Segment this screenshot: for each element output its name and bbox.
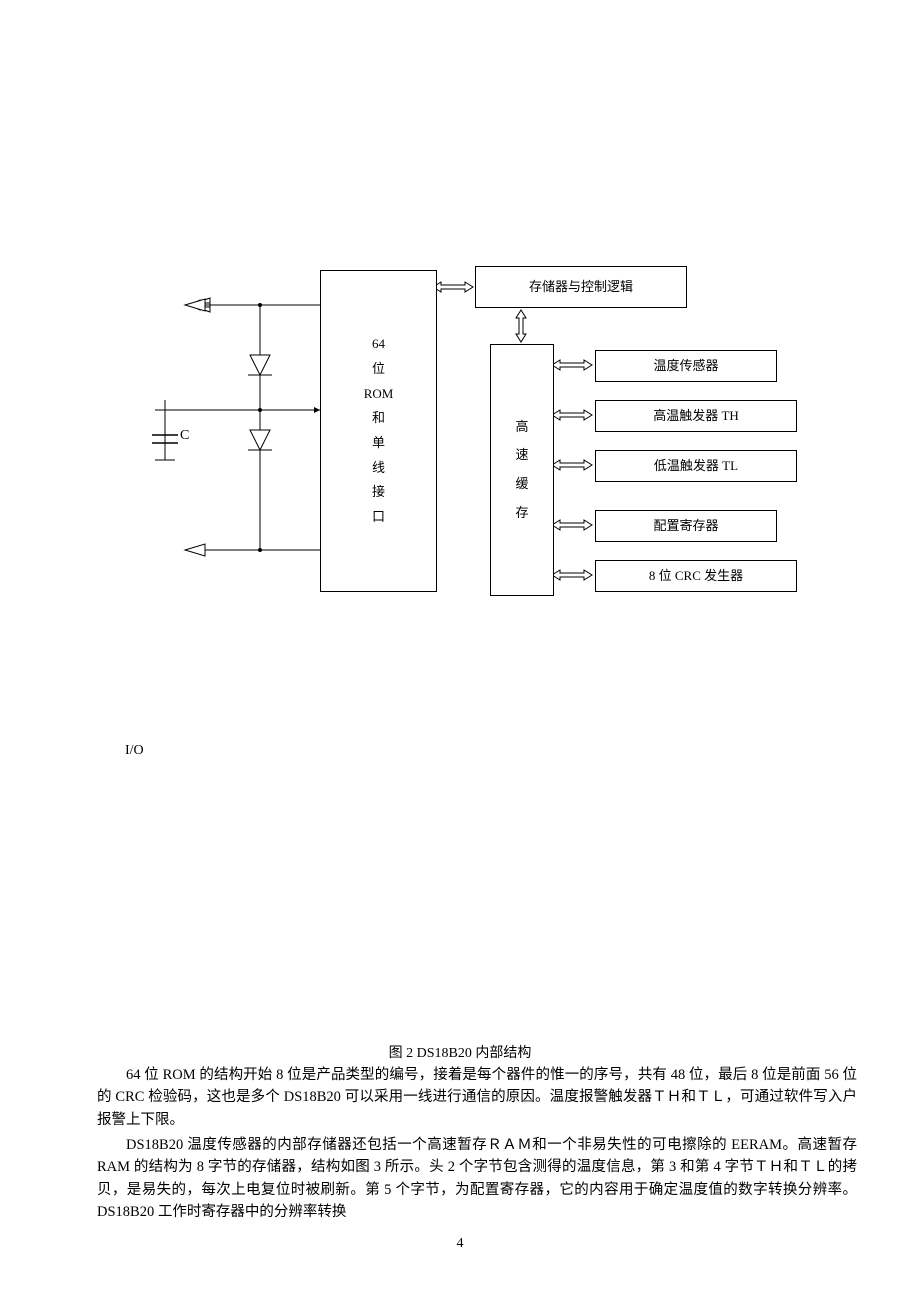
paragraph-1: 64 位 ROM 的结构开始 8 位是产品类型的编号，接着是每个器件的惟一的序号… bbox=[97, 1064, 857, 1131]
ds18b20-diagram: 64位ROM和单线接口 存储器与控制逻辑 高速缓存 温度传感器 高温触发器 TH… bbox=[120, 260, 880, 620]
crc-label: 8 位 CRC 发生器 bbox=[649, 566, 743, 587]
rom-block-label: 64位ROM和单线接口 bbox=[364, 332, 394, 530]
io-label: I/O bbox=[125, 743, 144, 759]
crc-block: 8 位 CRC 发生器 bbox=[595, 560, 797, 592]
rom-block: 64位ROM和单线接口 bbox=[320, 270, 437, 592]
temp-sensor-label: 温度传感器 bbox=[653, 356, 718, 377]
paragraph-2: DS18B20 温度传感器的内部存储器还包括一个高速暂存ＲＡＭ和一个非易失性的可… bbox=[97, 1134, 857, 1224]
temp-sensor-block: 温度传感器 bbox=[595, 350, 777, 382]
memory-control-logic-label: 存储器与控制逻辑 bbox=[529, 277, 633, 298]
memory-control-logic-block: 存储器与控制逻辑 bbox=[475, 266, 687, 308]
tl-trigger-block: 低温触发器 TL bbox=[595, 450, 797, 482]
figure-caption: 图 2 DS18B20 内部结构 bbox=[0, 1042, 920, 1062]
tl-trigger-label: 低温触发器 TL bbox=[654, 456, 738, 477]
th-trigger-block: 高温触发器 TH bbox=[595, 400, 797, 432]
config-reg-block: 配置寄存器 bbox=[595, 510, 777, 542]
capacitor-label: C bbox=[180, 428, 189, 444]
config-reg-label: 配置寄存器 bbox=[653, 516, 718, 537]
th-trigger-label: 高温触发器 TH bbox=[653, 406, 739, 427]
page-number: 4 bbox=[0, 1236, 920, 1252]
cache-block-label: 高速缓存 bbox=[515, 413, 528, 527]
cache-block: 高速缓存 bbox=[490, 344, 554, 596]
